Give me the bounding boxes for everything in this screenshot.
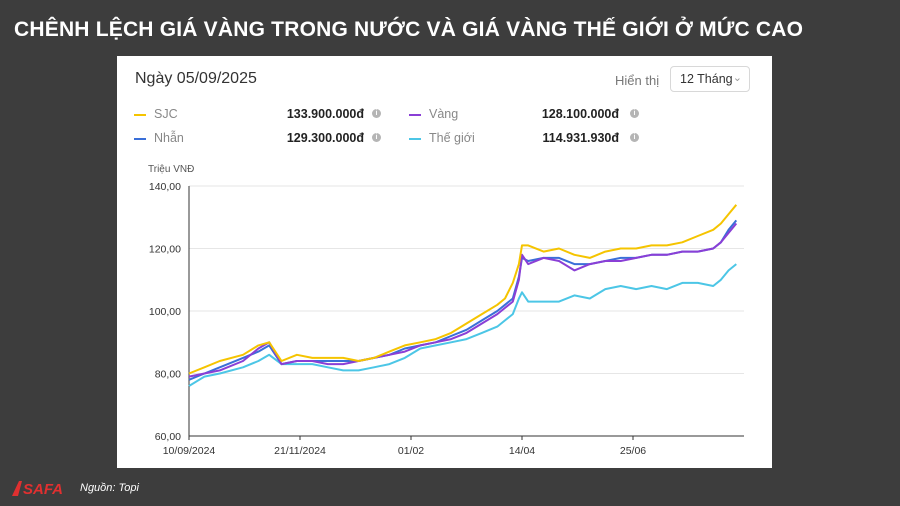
chart-date: Ngày 05/09/2025	[135, 70, 257, 87]
safa-logo: SAFA	[12, 481, 63, 498]
y-tick-label: 60,00	[155, 431, 181, 443]
line-chart: Triệu VNĐ 140,00 120,00 100,00 80,00 60,00 1…	[148, 164, 744, 457]
series-line-vang	[188, 222, 738, 378]
legend-label: Nhẫn	[154, 131, 184, 145]
source-note: Nguồn: Topi	[80, 482, 139, 494]
series-line-the-gioi	[188, 263, 737, 387]
chevron-down-icon: ⌄	[732, 72, 742, 84]
x-tick-label: 14/04	[509, 445, 535, 457]
period-select[interactable]: 12 Tháng ⌄	[670, 66, 750, 92]
info-icon[interactable]: i	[372, 109, 381, 118]
legend-swatch	[134, 114, 146, 116]
logo-text: SAFA	[23, 481, 63, 498]
legend-label: Thế giới	[429, 131, 475, 145]
y-tick-label: 80,00	[155, 369, 181, 381]
y-tick-label: 140,00	[149, 181, 181, 193]
headline: CHÊNH LỆCH GIÁ VÀNG TRONG NƯỚC VÀ GIÁ VÀ…	[14, 18, 804, 41]
legend-value: 133.900.000đ	[286, 107, 364, 121]
legend-value: 128.100.000đ	[541, 107, 619, 121]
info-icon[interactable]: i	[630, 109, 639, 118]
legend-swatch	[409, 114, 421, 116]
y-tick-label: 120,00	[149, 244, 181, 256]
x-tick-label: 25/06	[620, 445, 646, 457]
legend-value: 129.300.000đ	[286, 131, 364, 145]
x-tick-label: 10/09/2024	[163, 445, 216, 457]
period-value: 12 Tháng	[680, 72, 733, 86]
y-axis-label: Triệu VNĐ	[148, 164, 194, 175]
legend-label: SJC	[154, 107, 178, 121]
y-tick-label: 100,00	[149, 306, 181, 318]
x-tick-label: 01/02	[398, 445, 424, 457]
legend-swatch	[409, 138, 421, 140]
legend-swatch	[134, 138, 146, 140]
chart-card: Ngày 05/09/2025 Hiển thị 12 Tháng ⌄ SJC …	[117, 56, 772, 468]
legend-label: Vàng	[429, 107, 459, 121]
x-tick-label: 21/11/2024	[274, 445, 326, 457]
period-label: Hiển thị	[615, 73, 660, 88]
info-icon[interactable]: i	[372, 133, 381, 142]
legend-value: 114.931.930đ	[542, 131, 619, 145]
series-line-sjc	[188, 204, 738, 375]
info-icon[interactable]: i	[630, 133, 639, 142]
